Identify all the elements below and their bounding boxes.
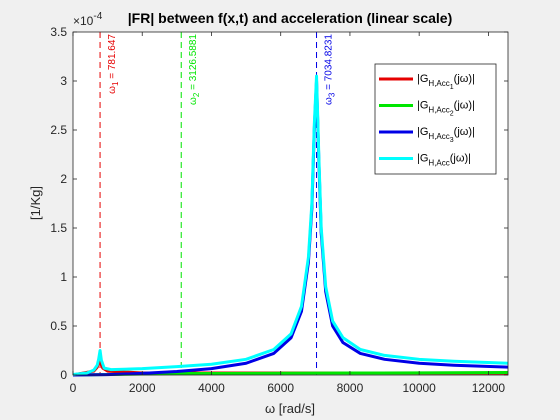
- chart-title: |FR| between f(x,t) and acceleration (li…: [128, 10, 452, 26]
- x-tick-label: 6000: [267, 381, 294, 395]
- x-axis-label: ω [rad/s]: [265, 401, 315, 416]
- y-tick-label: 1: [60, 270, 67, 284]
- y-tick-label: 3.5: [50, 25, 67, 39]
- y-tick-label: 0.5: [50, 319, 67, 333]
- x-tick-label: 2000: [129, 381, 156, 395]
- y-tick-label: 3: [60, 74, 67, 88]
- y-tick-label: 1.5: [50, 221, 67, 235]
- x-tick-label: 10000: [402, 381, 436, 395]
- resonance-label-1: ω1 = 781.647: [107, 34, 120, 94]
- legend-entry-3: |GH,Acc3(jω)|: [417, 126, 475, 144]
- legend-entry-2: |GH,Acc2(jω)|: [417, 100, 475, 118]
- x-tick-label: 12000: [472, 381, 506, 395]
- y-tick-label: 2: [60, 172, 67, 186]
- y-tick-label: 0: [60, 368, 67, 382]
- y-exponent-label: ×10-4: [73, 11, 103, 28]
- legend-entry-1: |GH,Acc1(jω)|: [417, 73, 475, 91]
- x-tick-label: 0: [70, 381, 77, 395]
- resonance-label-3: ω3 = 7034.8231: [324, 34, 337, 105]
- legend-box: [374, 63, 497, 175]
- axes-box: [72, 31, 509, 376]
- legend-entry-4: |GH,Acc(jω)|: [417, 153, 471, 168]
- x-tick-label: 4000: [198, 381, 225, 395]
- series-line-4: [72, 74, 509, 377]
- resonance-label-2: ω2 = 3126.5881: [188, 34, 201, 105]
- y-tick-label: 2.5: [50, 123, 67, 137]
- y-axis-label: [1/Kg]: [28, 186, 43, 220]
- x-tick-label: 8000: [337, 381, 364, 395]
